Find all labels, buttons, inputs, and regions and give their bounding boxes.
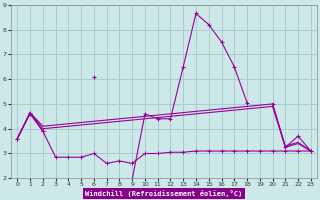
X-axis label: Windchill (Refroidissement éolien,°C): Windchill (Refroidissement éolien,°C) [85,190,243,197]
